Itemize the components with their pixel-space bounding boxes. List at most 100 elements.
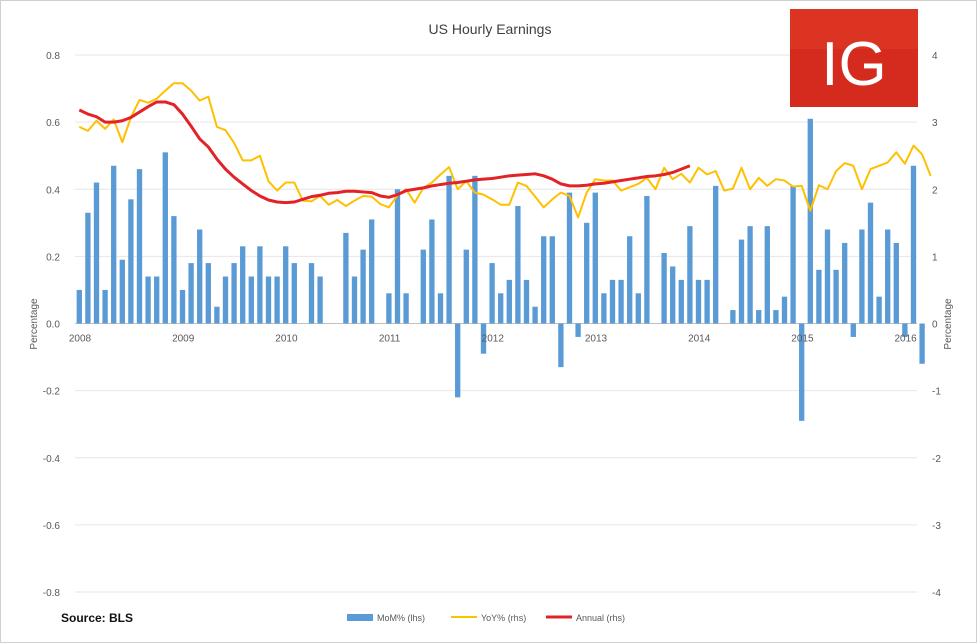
ig-logo-text: IG bbox=[821, 30, 886, 99]
mom-bar bbox=[644, 195, 650, 324]
mom-bar bbox=[799, 323, 805, 421]
mom-bar bbox=[188, 263, 194, 324]
mom-bar bbox=[343, 232, 349, 324]
source-note: Source: BLS bbox=[61, 611, 133, 625]
legend-yoy-label: YoY% (rhs) bbox=[481, 613, 526, 623]
mom-bar bbox=[584, 222, 590, 324]
mom-bar bbox=[592, 192, 598, 324]
mom-bar bbox=[919, 323, 925, 364]
mom-bar bbox=[910, 165, 917, 324]
mom-bar bbox=[394, 189, 401, 324]
mom-bar bbox=[420, 249, 426, 324]
mom-bar bbox=[756, 310, 762, 324]
yoy-line bbox=[78, 82, 932, 219]
mom-bar bbox=[403, 293, 409, 324]
mom-bar bbox=[119, 259, 125, 324]
chart-title: US Hourly Earnings bbox=[429, 21, 552, 37]
mom-bar bbox=[781, 296, 788, 324]
mom-bar bbox=[695, 279, 702, 324]
ig-logo: IG bbox=[790, 9, 918, 107]
y-right-tick-label: 1 bbox=[932, 252, 938, 263]
y-right-tick-label: 4 bbox=[932, 51, 938, 62]
mom-bar bbox=[291, 263, 297, 324]
mom-bar bbox=[859, 229, 865, 324]
y-right-tick-label: -4 bbox=[932, 588, 941, 599]
mom-bar bbox=[386, 293, 392, 324]
mom-bar bbox=[738, 239, 745, 324]
mom-bar bbox=[197, 229, 203, 324]
mom-bar bbox=[283, 246, 289, 324]
mom-bar bbox=[274, 276, 280, 324]
mom-bar bbox=[893, 242, 899, 324]
mom-bar bbox=[93, 182, 100, 324]
mom-bar bbox=[833, 269, 839, 324]
mom-bar bbox=[635, 293, 641, 324]
mom-bar bbox=[747, 226, 753, 324]
legend-annual-label: Annual (rhs) bbox=[576, 613, 625, 623]
mom-bar bbox=[351, 276, 358, 324]
mom-bar bbox=[446, 175, 452, 324]
mom-bar bbox=[360, 249, 366, 324]
mom-bar bbox=[248, 276, 254, 324]
mom-bar bbox=[541, 236, 547, 324]
x-tick-label: 2014 bbox=[688, 334, 711, 345]
x-tick-label: 2009 bbox=[172, 334, 195, 345]
mom-bar bbox=[730, 310, 736, 324]
mom-bar bbox=[76, 289, 82, 324]
mom-bar bbox=[687, 226, 693, 324]
mom-bar bbox=[670, 266, 676, 324]
y-left-tick-label: 0.8 bbox=[46, 51, 60, 62]
y-left-tick-label: 0.4 bbox=[46, 185, 60, 196]
mom-bar bbox=[867, 202, 874, 324]
mom-bar bbox=[764, 226, 770, 324]
x-tick-label: 2015 bbox=[791, 334, 814, 345]
mom-bar bbox=[885, 229, 891, 324]
mom-bar bbox=[532, 306, 538, 324]
legend-mom-label: MoM% (lhs) bbox=[377, 613, 425, 623]
mom-bar bbox=[549, 236, 555, 324]
mom-bar bbox=[102, 289, 108, 324]
mom-bar bbox=[179, 289, 186, 324]
mom-bar bbox=[171, 216, 177, 324]
series-lines bbox=[78, 82, 932, 219]
mom-bar bbox=[463, 249, 469, 324]
x-tick-label: 2011 bbox=[379, 334, 401, 345]
mom-bar bbox=[111, 165, 117, 324]
mom-bar bbox=[816, 269, 822, 324]
y-right-tick-label: -2 bbox=[932, 454, 941, 465]
mom-bar bbox=[704, 279, 710, 324]
mom-bar bbox=[807, 118, 813, 324]
ig-logo-background bbox=[790, 9, 918, 107]
mom-bar bbox=[145, 276, 151, 324]
mom-bar bbox=[257, 246, 263, 324]
mom-bar bbox=[523, 279, 530, 324]
x-tick-label: 2010 bbox=[275, 334, 298, 345]
mom-bar bbox=[790, 185, 796, 324]
mom-bar bbox=[850, 323, 856, 337]
mom-bar bbox=[618, 279, 624, 324]
mom-bar bbox=[214, 306, 220, 324]
mom-bar bbox=[369, 219, 375, 324]
mom-bar bbox=[154, 276, 160, 324]
annual-line bbox=[78, 100, 691, 205]
y-left-tick-label: -0.8 bbox=[43, 588, 61, 599]
mom-bar bbox=[842, 242, 848, 324]
mom-bars bbox=[76, 118, 925, 421]
mom-bar bbox=[222, 276, 229, 324]
mom-bar bbox=[231, 263, 237, 324]
y-left-tick-label: -0.4 bbox=[43, 454, 61, 465]
mom-bar bbox=[566, 192, 573, 324]
mom-bar bbox=[472, 175, 478, 324]
mom-bar bbox=[678, 279, 684, 324]
mom-bar bbox=[515, 206, 521, 324]
mom-bar bbox=[480, 323, 487, 354]
mom-bar bbox=[661, 253, 667, 324]
mom-bar bbox=[205, 263, 211, 324]
y-axis-right-title: Percentage bbox=[943, 298, 954, 350]
mom-bar bbox=[128, 199, 134, 324]
mom-bar bbox=[506, 279, 512, 324]
y-right-tick-label: 0 bbox=[932, 320, 938, 331]
mom-bar bbox=[308, 263, 315, 324]
mom-bar bbox=[609, 279, 616, 324]
